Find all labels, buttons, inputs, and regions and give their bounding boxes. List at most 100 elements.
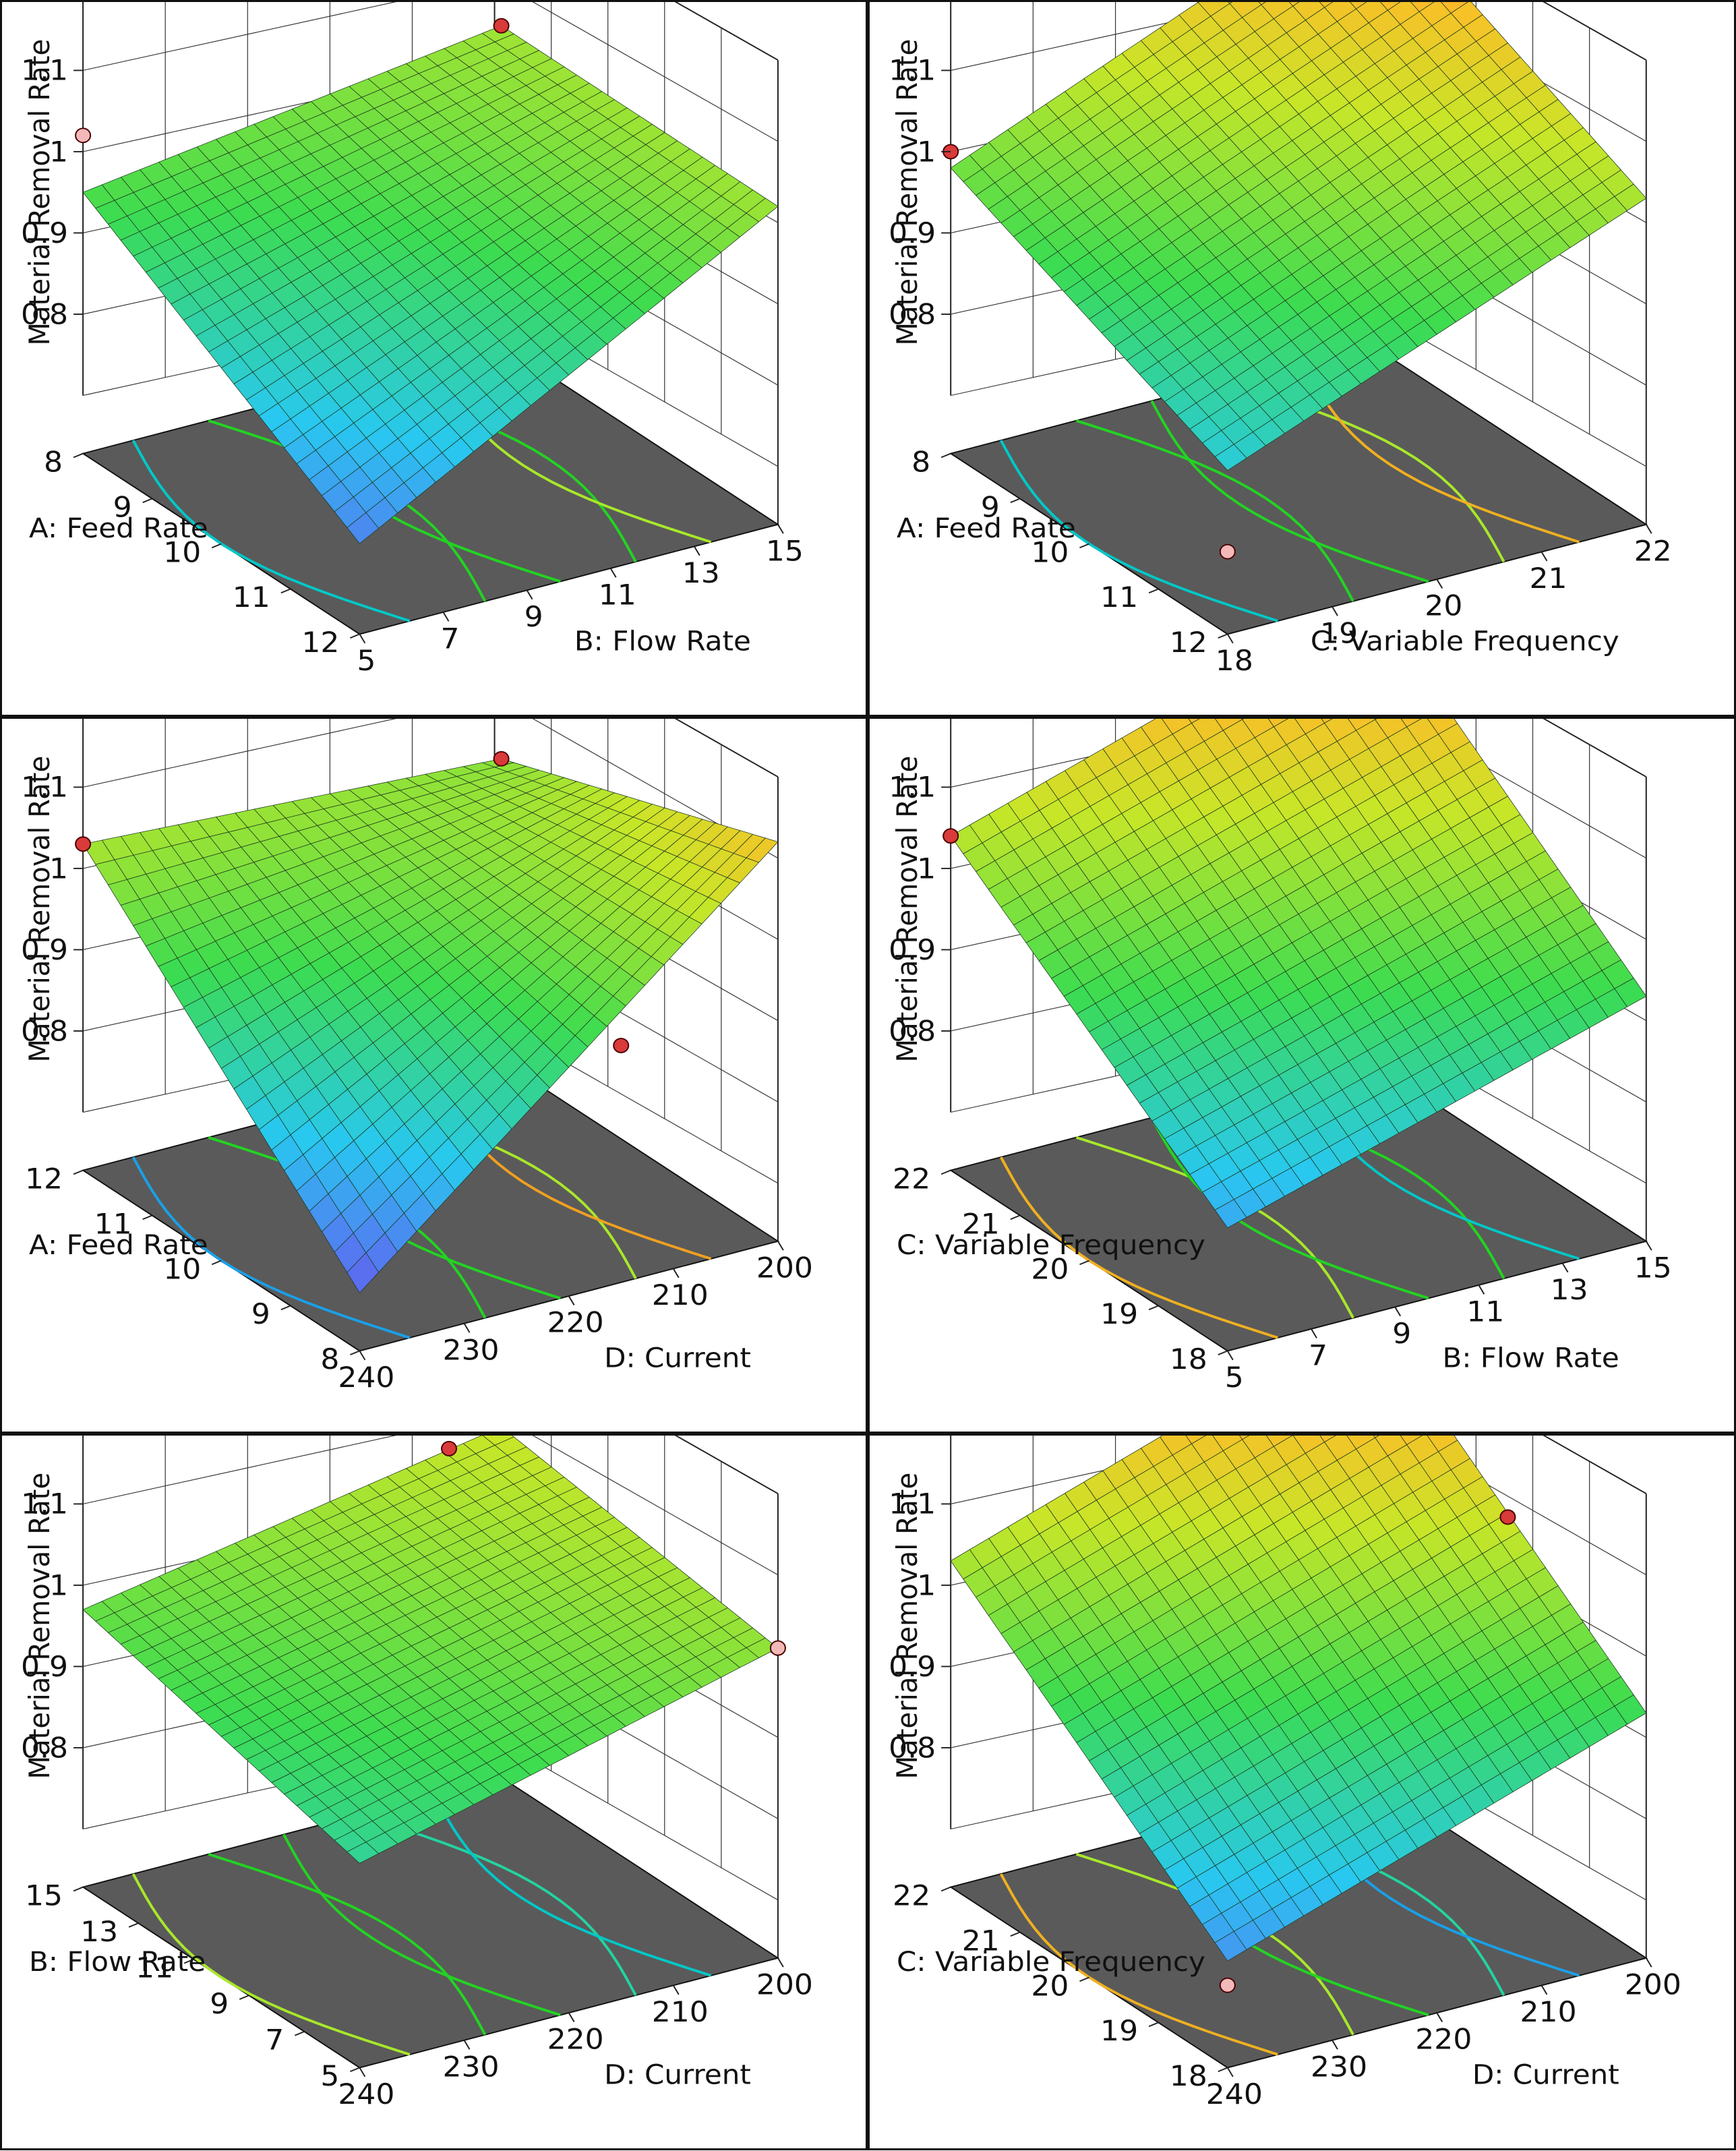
y-tick-mark (1311, 1328, 1317, 1338)
z-tick-label: 1.1 (21, 55, 68, 88)
x-tick-label: 12 (301, 626, 339, 659)
x-tick-mark (350, 1350, 360, 1356)
x-tick-mark (142, 498, 153, 504)
y-tick-label: 200 (756, 1968, 813, 2001)
z-tick-label: 1.2 (889, 2, 936, 6)
y-axis-label: D: Current (604, 2059, 751, 2090)
y-tick-label: 240 (338, 1361, 394, 1394)
x-tick-label: 22 (893, 1879, 930, 1912)
wall-gridline (82, 0, 406, 71)
y-tick-label: 9 (1392, 1318, 1411, 1351)
x-tick-mark (350, 2067, 360, 2073)
z-tick-label: 1.2 (889, 1436, 936, 1440)
x-tick-label: 7 (265, 2024, 284, 2057)
y-tick-mark (1331, 606, 1338, 616)
z-tick-label: 0.8 (889, 1015, 936, 1048)
surface-plot-panel: 0.8 0.9 1 1.1 1.2 Material Removal Rate 8 9 10 11… (868, 0, 1736, 717)
x-tick-mark (1218, 1350, 1228, 1356)
y-tick-mark (442, 612, 450, 622)
z-tick-label: 0.8 (21, 298, 68, 331)
z-tick-label: 1.1 (21, 1488, 68, 1521)
x-tick-label: 13 (80, 1916, 118, 1949)
y-tick-label: 9 (525, 601, 543, 634)
x-tick-label: 22 (893, 1162, 930, 1196)
y-tick-mark (526, 589, 533, 600)
x-tick-label: 8 (320, 1343, 339, 1376)
x-tick-label: 15 (25, 1879, 63, 1912)
y-tick-label: 15 (1634, 1251, 1672, 1285)
x-tick-label: 18 (1170, 1343, 1207, 1376)
z-tick-label: 0.9 (889, 934, 936, 967)
x-tick-mark (940, 1169, 951, 1175)
y-tick-mark (777, 524, 784, 534)
y-tick-mark (1540, 551, 1548, 562)
z-axis-label: Material Removal Rate (891, 1473, 924, 1779)
z-tick-label: 0.9 (21, 217, 68, 250)
surface-cell (1317, 0, 1336, 8)
x-tick-mark (128, 1922, 139, 1928)
y-tick-label: 19 (1320, 617, 1358, 650)
z-axis-label: Material Removal Rate (23, 1473, 56, 1779)
x-tick-mark (1079, 1976, 1089, 1982)
contour-line (999, 1873, 1278, 2056)
y-tick-label: 230 (443, 2051, 500, 2084)
y-tick-label: 210 (652, 1279, 709, 1312)
z-axis-label: Material Removal Rate (891, 39, 924, 346)
y-axis-label: C: Variable Frequency (1311, 625, 1619, 657)
z-tick-label: 0.8 (889, 298, 936, 331)
z-tick-label: 0.9 (21, 1651, 68, 1684)
surface-plot-panel: 0.8 0.9 1 1.1 1.2 Material Removal Rate 22 21 20… (868, 588, 1736, 1434)
y-tick-mark (1540, 1984, 1548, 1995)
x-tick-mark (73, 452, 84, 459)
wall-gridline (951, 0, 1274, 71)
y-tick-label: 11 (599, 579, 636, 612)
x-tick-mark (1079, 543, 1089, 549)
contour-line (1075, 1136, 1354, 1319)
z-tick-label: 1 (917, 1569, 936, 1602)
y-tick-label: 200 (1625, 1968, 1681, 2001)
y-tick-mark (693, 546, 700, 556)
x-tick-mark (940, 1886, 951, 1892)
y-tick-label: 5 (357, 645, 376, 678)
y-tick-mark (777, 1957, 784, 1968)
x-tick-label: 20 (1031, 1970, 1069, 2003)
y-tick-label: 13 (1551, 1274, 1588, 1307)
y-tick-mark (1226, 2067, 1234, 2078)
y-tick-label: 7 (1309, 1339, 1327, 1372)
y-tick-mark (672, 1984, 680, 1995)
x-tick-mark (1148, 588, 1159, 594)
surface-plot-svg: 0.8 0.9 1 1.1 1.2 Material Removal Rate 15 13 11… (21, 1332, 813, 2111)
x-tick-mark (280, 588, 291, 594)
z-axis-label: Material Removal Rate (23, 756, 56, 1063)
z-tick-label: 1 (49, 852, 68, 885)
contour-line (1150, 400, 1429, 583)
x-tick-mark (239, 1995, 249, 2000)
x-axis-label: A: Feed Rate (29, 1229, 208, 1261)
z-tick-label: 1 (49, 136, 68, 169)
z-tick-label: 1.2 (889, 719, 936, 723)
x-tick-mark (183, 1958, 194, 1964)
x-tick-mark (294, 2030, 305, 2036)
y-axis-label: D: Current (1472, 2059, 1619, 2090)
z-tick-label: 1 (917, 136, 936, 169)
x-tick-mark (73, 1886, 84, 1892)
design-point (75, 127, 92, 144)
z-tick-label: 0.9 (889, 1651, 936, 1684)
surface-cell (1287, 0, 1303, 7)
x-tick-mark (1010, 498, 1021, 504)
x-tick-mark (1010, 1214, 1021, 1220)
design-point (769, 1640, 786, 1656)
surface-cell (746, 837, 779, 863)
x-tick-mark (1218, 2067, 1228, 2073)
contour-line (131, 1873, 411, 2056)
z-tick-label: 0.8 (889, 1732, 936, 1765)
surface-plot-svg: 0.8 0.9 1 1.1 1.2 Material Removal Rate 12 11 10… (21, 615, 813, 1394)
y-tick-mark (1226, 633, 1234, 644)
x-tick-label: 12 (25, 1162, 63, 1196)
y-tick-mark (1645, 1957, 1652, 1968)
surface-plot-panel: 0.8 0.9 1 1.1 1.2 Material Removal Rate 8 9 10 11… (0, 0, 868, 717)
y-tick-label: 15 (766, 535, 804, 568)
y-tick-mark (777, 1241, 784, 1251)
y-tick-label: 240 (1206, 2078, 1263, 2111)
z-tick-label: 1 (917, 852, 936, 885)
